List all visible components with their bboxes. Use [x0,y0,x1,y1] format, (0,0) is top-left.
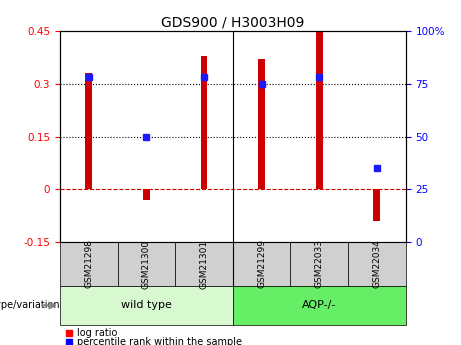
Bar [233,242,290,286]
Bar [118,242,175,286]
Bar [175,242,233,286]
Text: AQP-/-: AQP-/- [302,300,337,310]
Text: GSM21301: GSM21301 [200,239,208,288]
Text: log ratio: log ratio [77,328,118,338]
Bar [258,59,265,189]
Bar [348,242,406,286]
Title: GDS900 / H3003H09: GDS900 / H3003H09 [161,16,305,30]
Bar [143,189,150,200]
Bar [316,31,323,189]
Text: GSM21298: GSM21298 [84,239,93,288]
Bar [60,286,233,325]
Bar [201,56,207,189]
Text: GSM21299: GSM21299 [257,239,266,288]
Bar [85,73,92,189]
Bar [60,242,118,286]
Bar [373,189,380,221]
Text: GSM21300: GSM21300 [142,239,151,288]
Text: GSM22033: GSM22033 [315,239,324,288]
Text: wild type: wild type [121,300,172,310]
Bar [290,242,348,286]
Text: GSM22034: GSM22034 [372,239,381,288]
Bar [233,286,406,325]
Text: genotype/variation: genotype/variation [0,300,60,310]
Text: percentile rank within the sample: percentile rank within the sample [77,337,242,345]
